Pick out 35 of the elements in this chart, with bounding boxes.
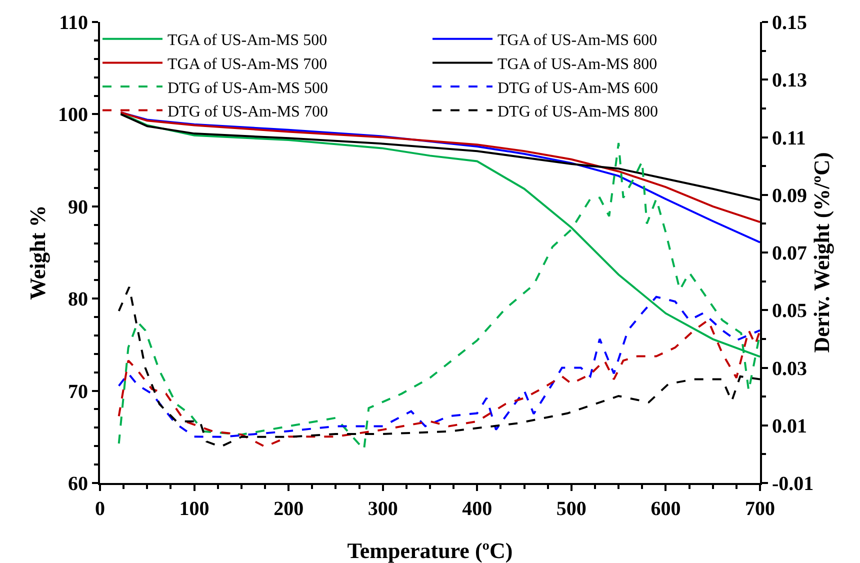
y-tick-label: 60 — [68, 473, 88, 495]
legend-label: DTG of US-Am-MS 500 — [168, 80, 328, 97]
y2-tick-label: 0.13 — [772, 70, 807, 92]
y-tick-label: 100 — [58, 104, 88, 126]
x-tick-label: 200 — [274, 498, 304, 520]
x-tick-label: 500 — [556, 498, 586, 520]
y2-tick-label: 0.05 — [772, 300, 807, 322]
y2-tick-label: 0.09 — [772, 184, 807, 207]
x-tick-label: 600 — [650, 498, 681, 520]
y-tick-label: 70 — [68, 380, 88, 403]
x-tick-label: 400 — [462, 498, 492, 520]
legend-label: TGA of US-Am-MS 700 — [168, 56, 328, 73]
y2-tick-label: 0.01 — [772, 415, 807, 438]
y-tick-label: 90 — [68, 196, 88, 218]
y2-tick-label: 0.03 — [772, 358, 807, 380]
y-tick-label: 80 — [68, 288, 88, 311]
y2-tick-label: -0.01 — [772, 473, 814, 495]
y2-tick-label: 0.15 — [772, 12, 807, 34]
legend-label: TGA of US-Am-MS 600 — [498, 32, 658, 50]
legend-label: DTG of US-Am-MS 800 — [498, 104, 658, 121]
x-tick-label: 100 — [179, 498, 210, 520]
legend-label: DTG of US-Am-MS 700 — [168, 104, 328, 121]
y-axis-title: Weight % — [25, 205, 50, 300]
y2-tick-label: 0.11 — [772, 127, 806, 150]
legend-label: TGA of US-Am-MS 500 — [168, 32, 328, 50]
x-axis-title: Temperature (ºC) — [347, 538, 513, 563]
x-tick-label: 0 — [95, 498, 105, 520]
line-series — [118, 319, 760, 448]
y-tick-label: 110 — [59, 12, 88, 34]
legend-label: TGA of US-Am-MS 800 — [498, 56, 658, 73]
x-tick-label: 700 — [745, 498, 775, 520]
y2-tick-label: 0.07 — [772, 242, 807, 264]
x-tick-label: 300 — [368, 498, 398, 520]
y2-axis-title: Deriv. Weight (%/ºC) — [809, 152, 834, 353]
legend-label: DTG of US-Am-MS 600 — [498, 80, 658, 97]
